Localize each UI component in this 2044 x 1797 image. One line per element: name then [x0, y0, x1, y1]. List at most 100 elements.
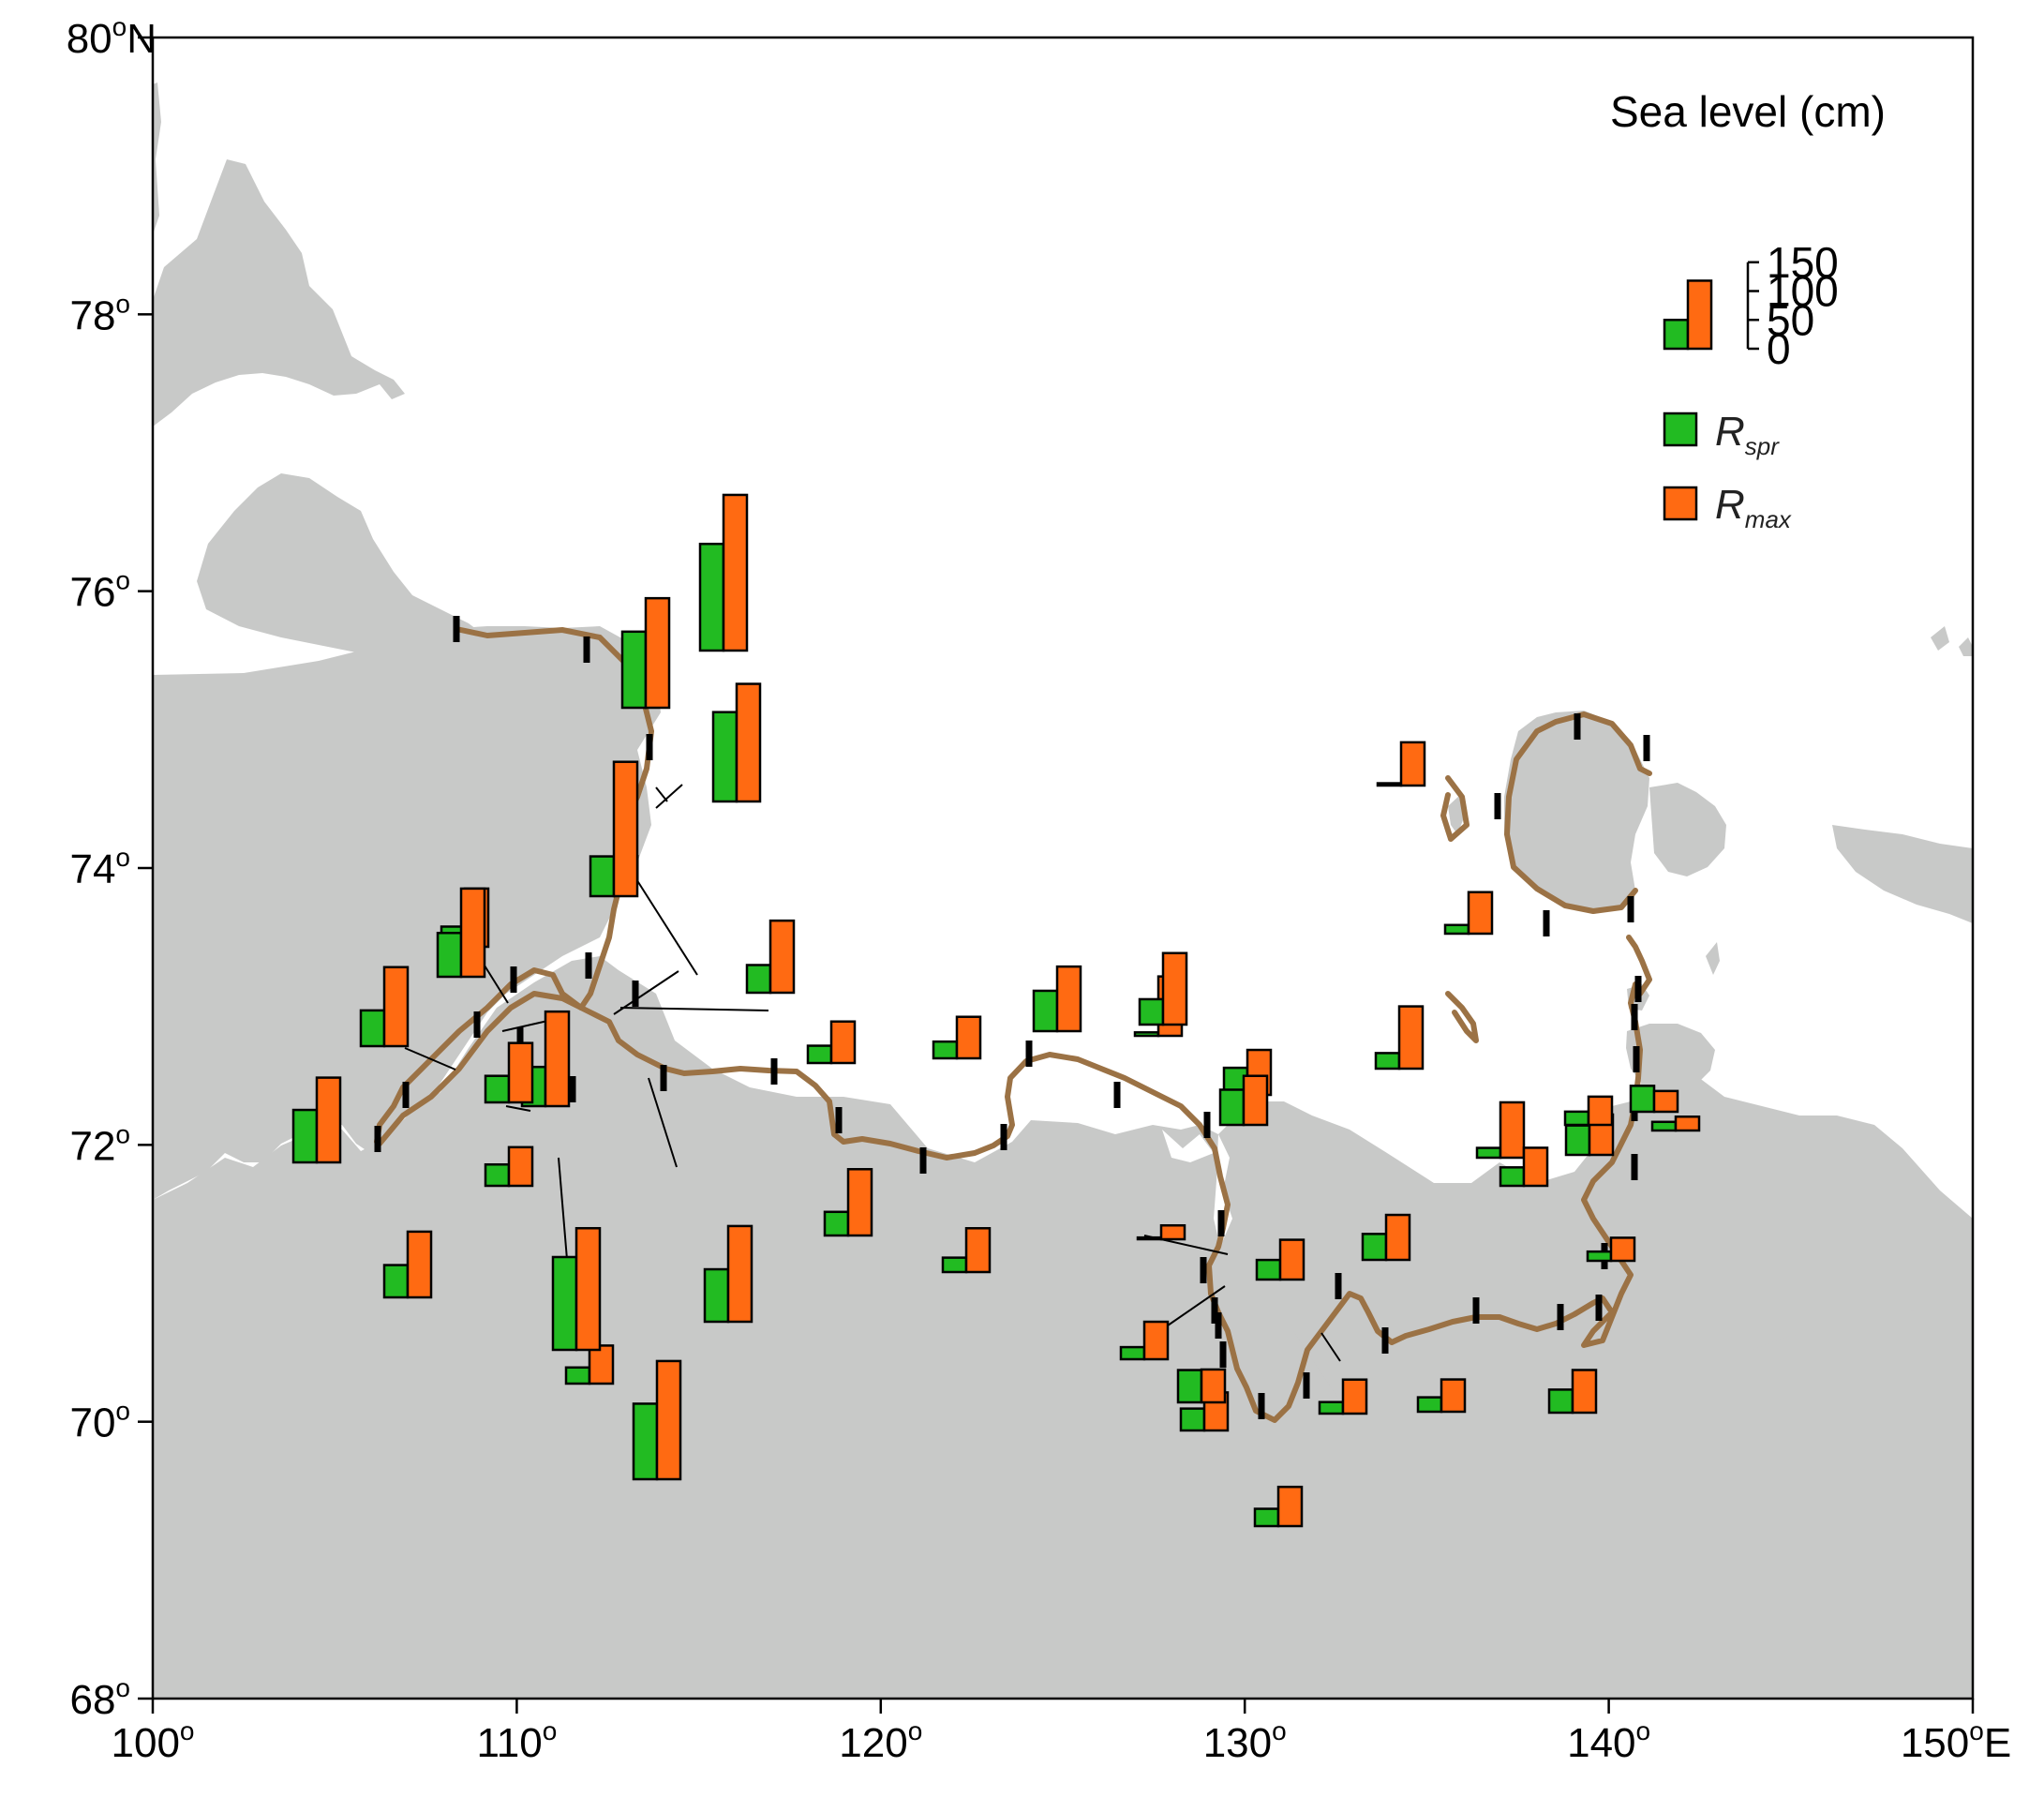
r-max-bar [1341, 1378, 1368, 1415]
r-max-bar [644, 596, 671, 710]
r-max-label: Rmax [1715, 482, 1792, 533]
r-max-bar [1609, 1236, 1636, 1263]
legend-example-r-max-bar [1686, 279, 1713, 351]
r-spr-bar [1416, 1396, 1443, 1414]
r-spr-bar [1133, 1031, 1160, 1038]
r-max-bar [1440, 1378, 1467, 1414]
r-spr-bar [1564, 1124, 1591, 1157]
coastline-segment [1445, 991, 1479, 1043]
lat-tick-label: 78o [69, 289, 130, 338]
lon-tick-label: 110o [477, 1716, 558, 1766]
r-max-bar [382, 966, 410, 1048]
r-max-bar [1384, 1213, 1411, 1262]
segment-markers [374, 616, 1650, 1419]
r-max-bar [726, 1224, 753, 1324]
r-spr-bar [436, 932, 463, 979]
leader-line [619, 1007, 769, 1011]
coastline-segment [1504, 711, 1652, 914]
faddeyevsky-island [1649, 783, 1726, 876]
r-spr-bar [1218, 1088, 1246, 1127]
legend-example-bars [1663, 279, 1713, 351]
r-spr-label: Rspr [1715, 409, 1780, 460]
bolshoy-lyakhovsky-island [1626, 1024, 1715, 1095]
r-max-bar [1652, 1089, 1679, 1114]
r-max-bar [1159, 1223, 1186, 1241]
lat-tick-label: 72o [69, 1119, 130, 1169]
r-max-bar [574, 1226, 602, 1352]
r-max-bar [1200, 1368, 1227, 1404]
r-max-bar [1499, 1101, 1526, 1160]
legend-item-r-spr: Rspr [1663, 409, 1780, 460]
r-max-bar [1397, 1005, 1425, 1071]
sea-level-bars [291, 493, 1701, 1528]
coastline-segment [1626, 935, 1652, 996]
leader-line [505, 1105, 531, 1112]
r-spr-bar [1138, 997, 1165, 1026]
coastline-segments [374, 626, 1652, 1423]
r-max-bar [1278, 1238, 1305, 1281]
r-max-bar [964, 1227, 992, 1274]
r-spr-bar [484, 1162, 511, 1188]
r-spr-bar [703, 1267, 730, 1324]
leader-line [1167, 1285, 1226, 1326]
r-spr-bar [620, 630, 648, 710]
small-island [1706, 942, 1720, 975]
legend-scale-label: 0 [1767, 324, 1791, 373]
mainland [1218, 1183, 1973, 1699]
r-spr-bar [1443, 923, 1470, 936]
r-max-bar [459, 887, 486, 979]
r-spr-bar [932, 1040, 959, 1060]
r-spr-bar [382, 1264, 410, 1299]
r-max-bar [507, 1041, 534, 1104]
r-spr-bar [589, 855, 616, 898]
severnaya-zemlya-island [153, 159, 405, 427]
r-max-bar [406, 1230, 433, 1299]
axis-ticks: 100o 110o 120o 130o 140o 150oE 68o 70o 72o 74o 76o… [67, 12, 2011, 1766]
legend-scale-label: 50 [1767, 295, 1814, 344]
r-max-bar [1276, 1485, 1304, 1528]
r-max-bar [1467, 891, 1494, 936]
r-spr-bar [551, 1255, 578, 1352]
legend-scale-label: 100 [1767, 267, 1839, 316]
legend-title: Sea level (cm) [1610, 87, 1886, 136]
leader-lines [404, 784, 1341, 1362]
r-max-bar [1522, 1146, 1549, 1188]
r-max-bar [1571, 1369, 1598, 1415]
r-spr-bar [1136, 1235, 1163, 1241]
legend-scale-label: 150 [1767, 238, 1839, 287]
r-spr-bar [1376, 782, 1403, 787]
lon-tick-label: 120o [839, 1716, 922, 1766]
r-spr-bar [1176, 1369, 1203, 1404]
r-max-swatch [1663, 486, 1698, 521]
land-layer [153, 82, 1973, 1699]
r-spr-bar [359, 1009, 386, 1048]
r-spr-bar [1318, 1400, 1345, 1415]
r-max-bar [1161, 951, 1188, 1026]
r-max-bar [1674, 1115, 1701, 1132]
lena-delta-channel [1162, 1130, 1214, 1162]
r-max-bar [846, 1168, 873, 1237]
r-max-bar [588, 1344, 615, 1385]
r-max-bar [544, 1010, 571, 1108]
r-spr-bar [1253, 1507, 1280, 1528]
kotelny-island [1504, 711, 1649, 914]
lat-tick-label: 68o [69, 1673, 130, 1723]
lat-tick-label: 76o [69, 566, 130, 616]
lat-tick-label: 80oN [67, 12, 157, 62]
severnaya-zemlya-island [197, 473, 525, 677]
r-spr-bar [1650, 1120, 1678, 1132]
r-max-bar [315, 1076, 342, 1164]
lon-tick-label: 150oE [1901, 1716, 2011, 1766]
r-spr-bar [1563, 1110, 1590, 1127]
r-spr-bar [291, 1108, 319, 1164]
r-spr-bar [1374, 1052, 1401, 1071]
leader-line [631, 871, 698, 976]
severnaya-zemlya-island [153, 82, 161, 234]
r-max-bar [612, 760, 639, 898]
r-spr-bar [823, 1210, 850, 1237]
r-max-bar [768, 919, 796, 995]
r-spr-bar [806, 1044, 833, 1065]
small-island [1931, 626, 1949, 651]
leader-line [1320, 1332, 1341, 1362]
